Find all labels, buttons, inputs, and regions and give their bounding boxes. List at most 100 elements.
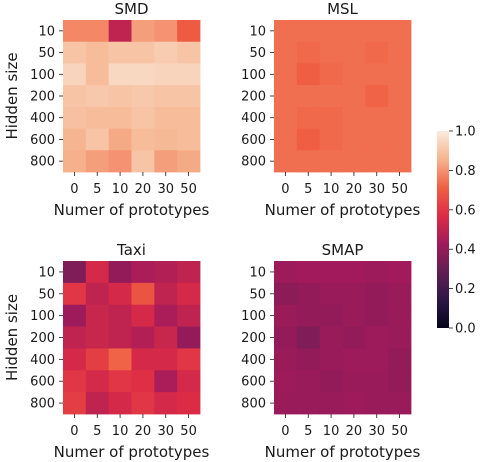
heatmap-cell (85, 282, 110, 306)
heatmap-cell (154, 326, 178, 349)
heatmap-cell (296, 348, 321, 371)
heatmap-cell (274, 261, 298, 284)
heatmap-cell (319, 392, 343, 415)
heatmap-cell (63, 282, 87, 306)
heatmap-cell (388, 326, 412, 349)
heatmap-cell (319, 41, 343, 64)
heatmap-cell (85, 304, 110, 327)
x-tick-label: 0 (70, 182, 78, 197)
y-tick-label: 10 (38, 265, 55, 280)
heatmap-cell (177, 261, 201, 284)
y-tick-label: 800 (241, 155, 266, 170)
panel-title: MSL (327, 0, 358, 18)
heatmap-cell (296, 282, 321, 306)
y-tick-label: 200 (241, 331, 266, 346)
y-tick-label: 100 (30, 309, 55, 324)
heatmap-cell (85, 150, 110, 173)
x-tick-label: 30 (368, 182, 385, 197)
heatmap-cell (85, 370, 110, 393)
heatmap-cell (365, 106, 389, 129)
heatmap-cell (63, 106, 87, 129)
colorbar-tick-label: 0.6 (455, 203, 476, 218)
heatmap-cell (131, 392, 155, 415)
heatmap-cell (365, 150, 389, 173)
x-tick-label: 0 (281, 182, 289, 197)
heatmap-cell (108, 304, 132, 327)
heatmap-cell (274, 41, 298, 64)
heatmap-cell (342, 261, 366, 284)
heatmap-cell (177, 370, 201, 393)
heatmap-cell (108, 150, 132, 173)
x-tick-label: 0 (281, 424, 289, 439)
heatmap-cell (131, 150, 155, 173)
heatmap-cell (154, 282, 178, 306)
heatmap-cell (108, 326, 132, 349)
heatmap-cell (274, 392, 298, 415)
heatmap-cell (154, 150, 178, 173)
heatmap-cell (365, 128, 389, 151)
x-tick-label: 50 (391, 424, 408, 439)
heatmap-cell (63, 41, 87, 64)
heatmap-cell (296, 304, 321, 327)
heatmap-cell (85, 20, 110, 43)
heatmap-cell (108, 370, 132, 393)
colorbar: 0.0 0.2 0.4 0.6 0.8 1.0 (437, 125, 476, 337)
heatmap-cell (388, 20, 412, 43)
heatmap-cell (131, 63, 155, 86)
y-axis-label: Hidden size (3, 52, 21, 139)
heatmap-cell (108, 348, 132, 371)
heatmap-cell (177, 304, 201, 327)
heatmap-cell (319, 85, 343, 108)
heatmap-cell (342, 304, 366, 327)
heatmap-cell (154, 348, 178, 371)
heatmap-cell (274, 370, 298, 393)
heatmap-cell (365, 63, 389, 86)
x-tick-label: 10 (112, 424, 129, 439)
y-tick-label: 600 (241, 133, 266, 148)
heatmap-cell (296, 370, 321, 393)
heatmap-cell (342, 128, 366, 151)
y-tick-label: 400 (241, 111, 266, 126)
heatmap-cell (63, 261, 87, 284)
x-tick-label: 20 (346, 182, 363, 197)
heatmap-cell (274, 282, 298, 306)
heatmap-cell (85, 261, 110, 284)
heatmap-cell (296, 150, 321, 173)
heatmap-cell (342, 41, 366, 64)
heatmap-cell (342, 106, 366, 129)
heatmap-cell (296, 261, 321, 284)
heatmap-cell (274, 63, 298, 86)
y-tick-label: 10 (249, 265, 266, 280)
y-tick-label: 800 (30, 397, 55, 412)
heatmap-cell (296, 128, 321, 151)
heatmap-cell (177, 392, 201, 415)
x-tick-label: 10 (323, 182, 340, 197)
colorbar-tick-label: 0.4 (455, 243, 476, 258)
heatmap-cell (388, 128, 412, 151)
heatmap-cell (177, 326, 201, 349)
heatmap-cell (365, 370, 389, 393)
colorbar-tick-label: 1.0 (455, 125, 476, 140)
heatmap-cell (63, 370, 87, 393)
y-tick-label: 50 (249, 287, 266, 302)
heatmap-cell (319, 150, 343, 173)
heatmap-cell (131, 348, 155, 371)
x-tick-label: 10 (112, 182, 129, 197)
heatmap-cell (319, 63, 343, 86)
heatmap-cell (319, 20, 343, 43)
heatmap-cell (63, 20, 87, 43)
heatmap-cell (296, 20, 321, 43)
x-tick-label: 0 (70, 424, 78, 439)
heatmap-cell (131, 304, 155, 327)
y-tick-label: 800 (241, 397, 266, 412)
heatmap-cell (274, 348, 298, 371)
heatmap-cell (177, 63, 201, 86)
heatmap-cell (85, 128, 110, 151)
heatmap-cell (274, 128, 298, 151)
heatmap-cell (342, 150, 366, 173)
heatmap-cell (154, 41, 178, 64)
x-tick-label: 20 (346, 424, 363, 439)
heatmap-cell (342, 20, 366, 43)
heatmap-cell (131, 85, 155, 108)
